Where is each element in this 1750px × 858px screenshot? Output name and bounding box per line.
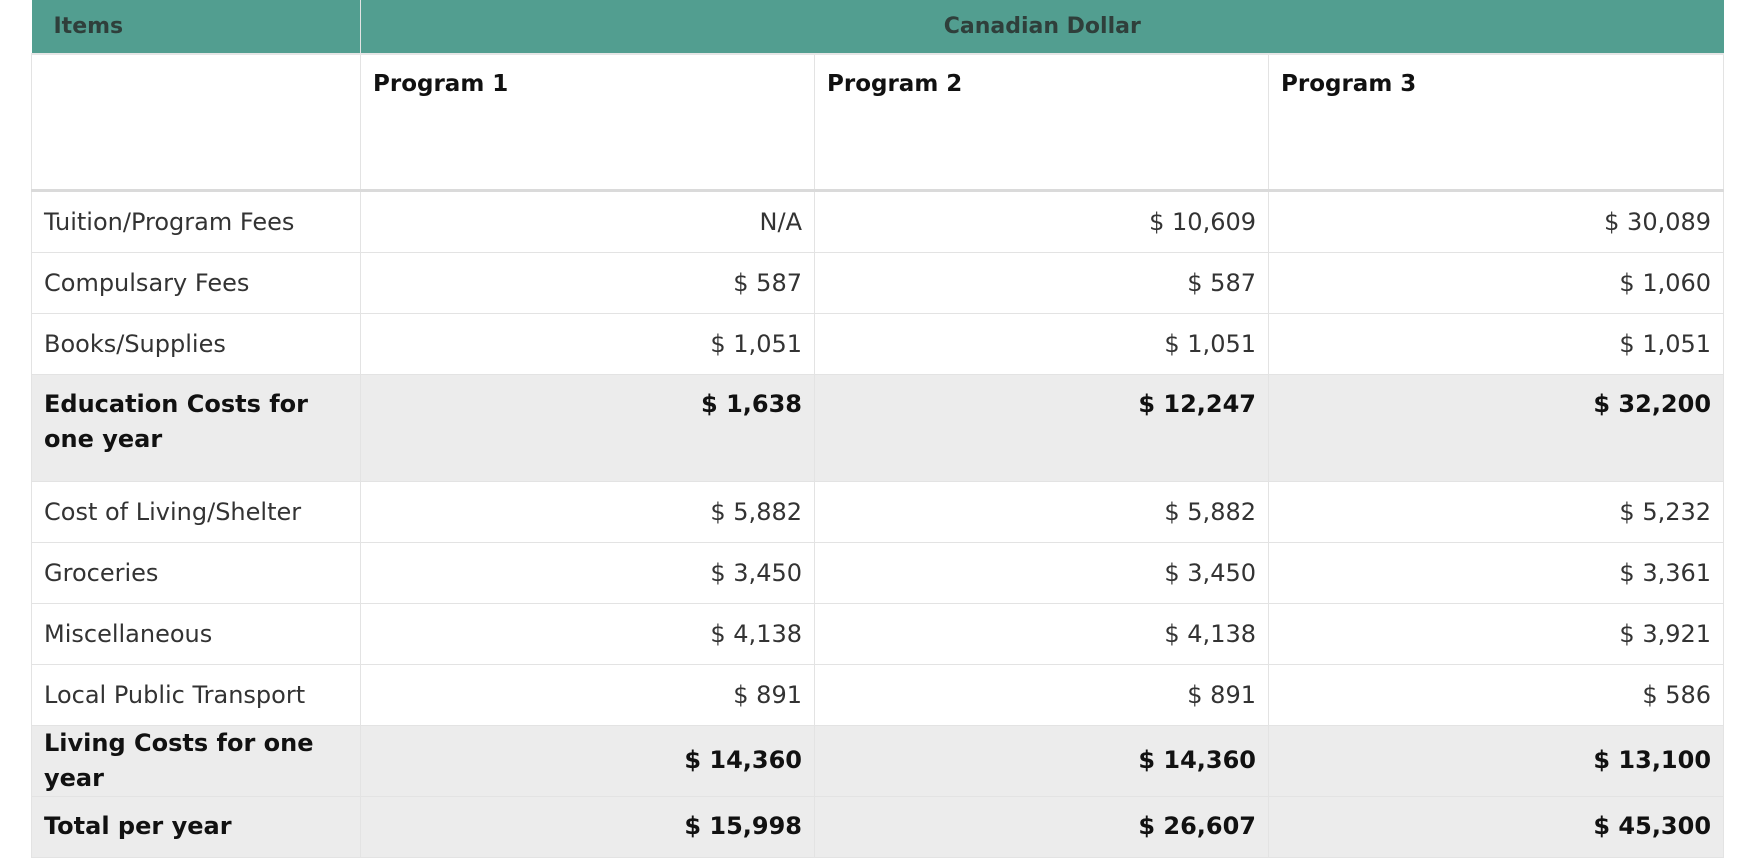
row-label: Tuition/Program Fees <box>31 190 361 253</box>
table-row: Compulsary Fees $ 587 $ 587 $ 1,060 <box>31 252 1725 314</box>
program-header-row: Program 1 Program 2 Program 3 <box>31 53 1725 192</box>
program-3-value: $ 3,921 <box>1267 603 1725 665</box>
table-row: Tuition/Program Fees N/A $ 10,609 $ 30,089 <box>31 190 1725 253</box>
items-header: Items <box>31 0 361 55</box>
table-row: Groceries $ 3,450 $ 3,450 $ 3,361 <box>31 542 1725 604</box>
program-header-blank <box>31 53 361 192</box>
program-1-value: $ 4,138 <box>360 603 815 665</box>
program-3-value: $ 13,100 <box>1267 725 1725 797</box>
program-3-value: $ 32,200 <box>1267 374 1725 482</box>
program-3-value: $ 1,060 <box>1267 252 1725 314</box>
program-1-value: $ 1,638 <box>360 374 815 482</box>
row-label: Local Public Transport <box>31 664 361 726</box>
program-2-value: $ 14,360 <box>814 725 1269 797</box>
program-1-value: $ 5,882 <box>360 481 815 543</box>
row-label: Groceries <box>31 542 361 604</box>
subtotal-row: Living Costs for one year $ 14,360 $ 14,36… <box>31 725 1725 797</box>
subtotal-row: Total per year $ 15,998 $ 26,607 $ 45,300 <box>31 795 1725 858</box>
program-1-value: $ 891 <box>360 664 815 726</box>
row-label: Living Costs for one year <box>31 725 361 797</box>
program-2-value: $ 12,247 <box>814 374 1269 482</box>
program-3-value: $ 45,300 <box>1267 795 1725 858</box>
program-2-value: $ 4,138 <box>814 603 1269 665</box>
row-label: Total per year <box>31 795 361 858</box>
program-2-header: Program 2 <box>814 53 1269 192</box>
program-1-value: $ 15,998 <box>360 795 815 858</box>
program-2-value: $ 5,882 <box>814 481 1269 543</box>
row-label: Cost of Living/Shelter <box>31 481 361 543</box>
row-label: Miscellaneous <box>31 603 361 665</box>
currency-header: Canadian Dollar <box>359 0 1724 55</box>
program-1-value: N/A <box>360 190 815 253</box>
program-3-value: $ 586 <box>1267 664 1725 726</box>
cost-table: Items Canadian Dollar Program 1 Program … <box>31 0 1725 858</box>
program-2-value: $ 3,450 <box>814 542 1269 604</box>
table-row: Miscellaneous $ 4,138 $ 4,138 $ 3,921 <box>31 603 1725 665</box>
program-1-header: Program 1 <box>360 53 815 192</box>
table-row: Cost of Living/Shelter $ 5,882 $ 5,882 $ 5,… <box>31 481 1725 543</box>
table-row: Local Public Transport $ 891 $ 891 $ 586 <box>31 664 1725 726</box>
program-2-value: $ 10,609 <box>814 190 1269 253</box>
row-label: Compulsary Fees <box>31 252 361 314</box>
table-header-row: Items Canadian Dollar <box>31 0 1724 55</box>
program-2-value: $ 26,607 <box>814 795 1269 858</box>
program-1-value: $ 3,450 <box>360 542 815 604</box>
program-3-value: $ 5,232 <box>1267 481 1725 543</box>
table-row: Books/Supplies $ 1,051 $ 1,051 $ 1,051 <box>31 313 1725 375</box>
program-1-value: $ 587 <box>360 252 815 314</box>
row-label: Books/Supplies <box>31 313 361 375</box>
cost-table-container: Items Canadian Dollar Program 1 Program … <box>31 0 1725 858</box>
program-2-value: $ 1,051 <box>814 313 1269 375</box>
program-2-value: $ 587 <box>814 252 1269 314</box>
program-2-value: $ 891 <box>814 664 1269 726</box>
program-3-header: Program 3 <box>1267 53 1725 192</box>
program-1-value: $ 14,360 <box>360 725 815 797</box>
subtotal-row: Education Costs for one year $ 1,638 $ 12,… <box>31 374 1725 482</box>
row-label: Education Costs for one year <box>31 374 361 482</box>
program-3-value: $ 1,051 <box>1267 313 1725 375</box>
program-3-value: $ 3,361 <box>1267 542 1725 604</box>
program-1-value: $ 1,051 <box>360 313 815 375</box>
program-3-value: $ 30,089 <box>1267 190 1725 253</box>
